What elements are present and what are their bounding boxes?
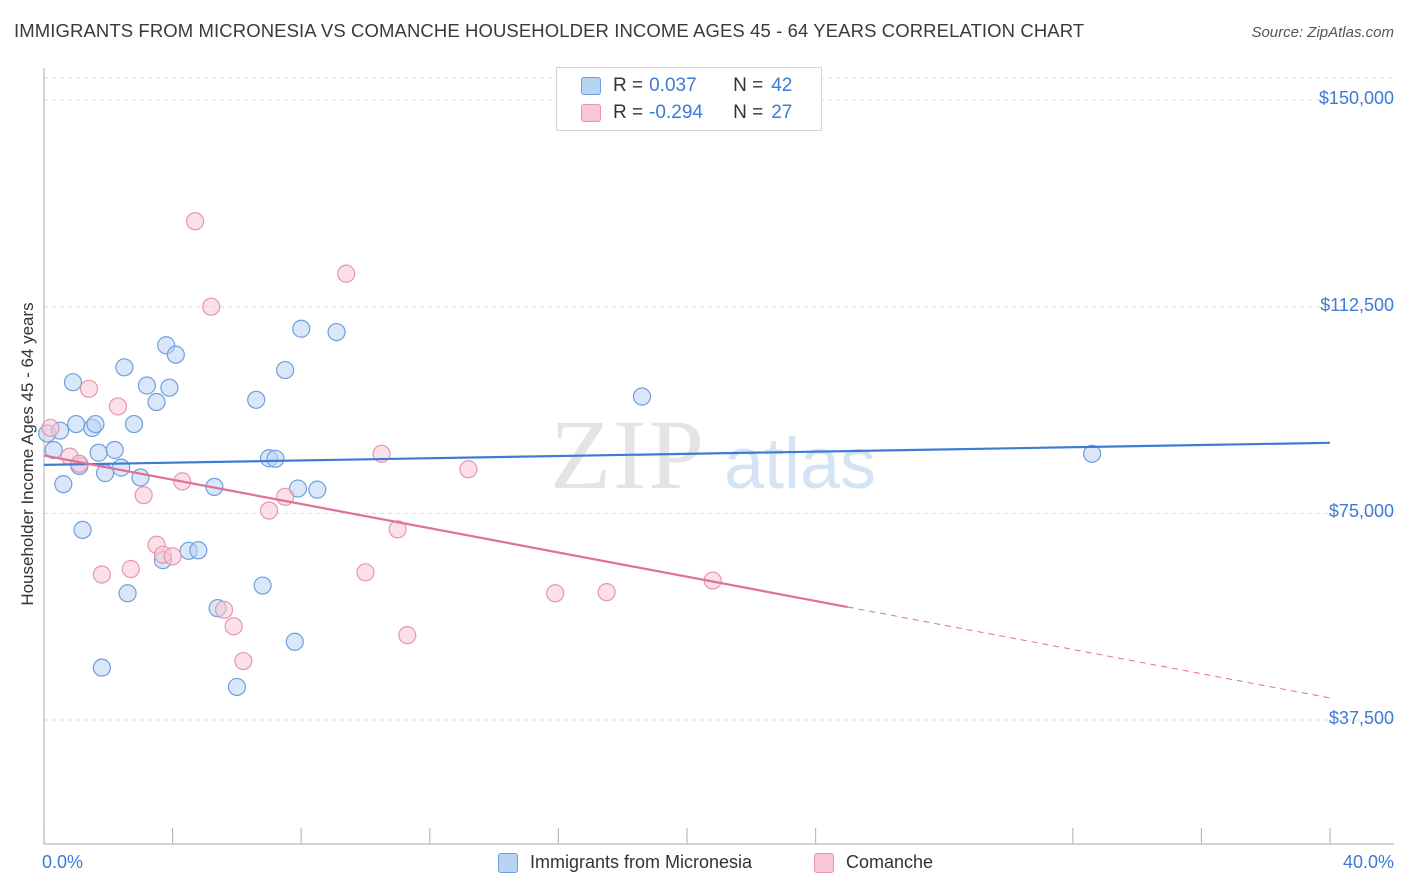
- legend-label: Immigrants from Micronesia: [530, 852, 753, 872]
- micronesia-point: [160, 378, 179, 397]
- micronesia-point: [247, 390, 266, 409]
- comanche-point: [202, 297, 221, 316]
- comanche-point: [356, 563, 375, 582]
- legend-label: Comanche: [846, 852, 934, 872]
- micronesia-point: [44, 440, 63, 460]
- gridlines: [44, 77, 1394, 721]
- micronesia-point: [92, 658, 111, 677]
- micronesia-point: [1082, 444, 1102, 463]
- micronesia-point: [73, 520, 92, 539]
- x-tick-label-max: 40.0%: [1342, 852, 1394, 872]
- comanche-trend-line: [43, 454, 848, 609]
- comanche-point: [546, 584, 565, 603]
- comanche-point: [163, 547, 182, 566]
- comanche-point: [259, 501, 279, 520]
- legend-item-micronesia[interactable]: Immigrants from Micronesia: [498, 852, 752, 873]
- series-legend: Immigrants from Micronesia Comanche: [0, 852, 1406, 878]
- micronesia-point: [63, 373, 83, 392]
- micronesia-point: [118, 584, 137, 603]
- micronesia-point: [147, 392, 166, 412]
- micronesia-point: [227, 677, 246, 697]
- micronesia-point: [112, 458, 131, 477]
- micronesia-point: [54, 475, 73, 494]
- axes: [43, 68, 1394, 845]
- micronesia-trend-line: [43, 441, 1331, 466]
- comanche-point: [214, 600, 234, 619]
- comanche-point: [134, 486, 153, 505]
- comanche-point: [186, 212, 205, 231]
- micronesia-point: [285, 632, 304, 651]
- micronesia-point: [115, 358, 134, 377]
- comanche-point: [398, 626, 417, 645]
- legend-r-value: -0.294: [649, 102, 703, 123]
- source-label: Source: ZipAtlas.com: [1251, 24, 1394, 41]
- micronesia-point: [308, 480, 327, 499]
- comanche-point: [224, 617, 243, 636]
- watermark-atlas: atlas: [724, 424, 876, 504]
- comanche-point: [108, 397, 128, 416]
- legend-row-comanche: R = -0.294 N = 27: [581, 100, 792, 126]
- correlation-legend: R = 0.037 N = 42 R = -0.294 N = 27: [556, 67, 822, 131]
- legend-n-label: N =: [733, 75, 764, 96]
- comanche-point: [121, 559, 140, 579]
- comanche-point: [459, 460, 478, 479]
- legend-swatch-blue: [498, 852, 518, 873]
- comanche-point: [388, 520, 407, 539]
- y-axis-title: Householder Income Ages 45 - 64 years: [18, 302, 37, 606]
- comanche-point: [79, 379, 99, 398]
- micronesia-point: [253, 576, 272, 595]
- legend-n-label: N =: [733, 102, 764, 123]
- comanche-point: [234, 651, 253, 671]
- comanche-point: [92, 565, 111, 584]
- x-tick-label-min: 0.0%: [42, 852, 84, 872]
- y-tick-label-112500: $112,500: [1320, 294, 1394, 315]
- micronesia-point: [67, 414, 86, 434]
- legend-swatch-pink: [814, 852, 834, 873]
- y-tick-label-37500: $37,500: [1328, 708, 1394, 728]
- comanche-point: [337, 264, 356, 283]
- comanche-point: [41, 418, 60, 438]
- y-tick-label-75000: $75,000: [1328, 501, 1394, 522]
- micronesia-point: [288, 479, 308, 498]
- legend-item-comanche[interactable]: Comanche: [814, 852, 933, 873]
- micronesia-point: [124, 414, 144, 434]
- micronesia-point: [137, 376, 156, 395]
- comanche-point: [597, 583, 616, 602]
- micronesia-point: [189, 541, 208, 560]
- legend-swatch-blue: [581, 77, 601, 95]
- micronesia-point: [266, 449, 285, 468]
- legend-swatch-pink: [581, 104, 601, 122]
- legend-row-micronesia: R = 0.037 N = 42: [581, 73, 792, 99]
- chart-title: IMMIGRANTS FROM MICRONESIA VS COMANCHE H…: [14, 20, 1085, 41]
- micronesia-point: [292, 319, 311, 338]
- micronesia-point: [89, 443, 108, 462]
- micronesia-point: [166, 345, 185, 364]
- micronesia-point: [276, 360, 295, 380]
- micronesia-point: [86, 414, 105, 434]
- legend-n-value: 27: [771, 102, 793, 123]
- micronesia-point: [105, 440, 124, 460]
- comanche-trend-line-extension: [847, 606, 1331, 699]
- micronesia-point: [632, 387, 652, 406]
- legend-n-value: 42: [771, 75, 793, 96]
- micronesia-point: [327, 322, 346, 342]
- trend-lines: [43, 441, 1331, 699]
- legend-r-value: 0.037: [649, 75, 697, 96]
- y-tick-label-150000: $150,000: [1318, 88, 1394, 109]
- legend-r-label: R =: [613, 102, 644, 123]
- legend-r-label: R =: [613, 75, 644, 96]
